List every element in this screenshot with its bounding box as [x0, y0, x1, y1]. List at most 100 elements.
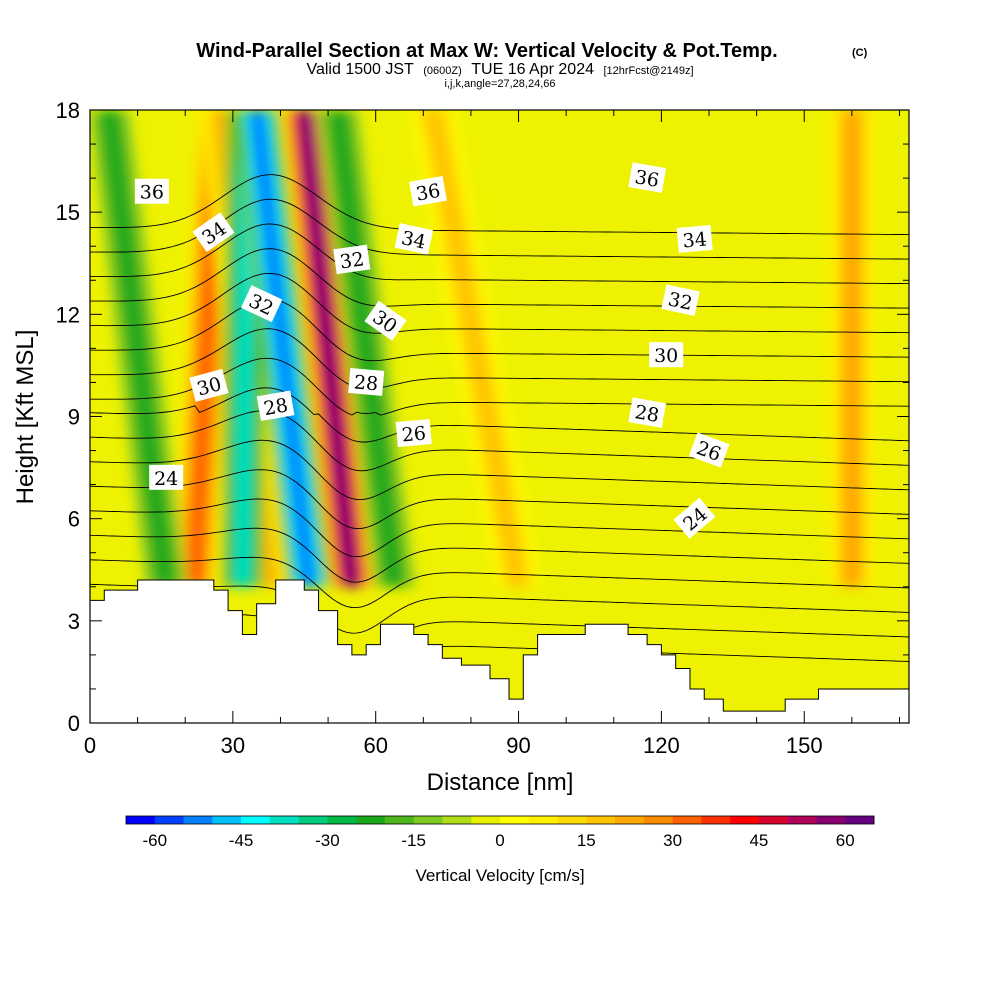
colorbar-tick-label: 0 [495, 831, 504, 850]
colorbar-swatch [298, 816, 328, 824]
contour-label-9: 30 [189, 368, 229, 402]
contour-label-box [189, 368, 229, 402]
updraft-band-4-level-3 [843, 110, 861, 587]
subtitle-forecast: [12hrFcst@2149z] [603, 65, 693, 77]
contour-label-0: 36 [134, 178, 169, 204]
contour-label-11: 30 [649, 342, 684, 368]
colorbar-label: Vertical Velocity [cm/s] [415, 866, 584, 885]
contour-label-box [661, 284, 700, 316]
contour-label-17: 24 [149, 464, 184, 490]
contour-label-2: 36 [628, 162, 667, 193]
colorbar-swatch [701, 816, 731, 824]
y-tick-label: 6 [68, 507, 80, 532]
contour-label-box [256, 390, 295, 422]
y-tick-label: 15 [56, 200, 80, 225]
contour-label-box [395, 419, 432, 447]
colorbar-swatch [615, 816, 645, 824]
contour-label-box [673, 497, 716, 539]
contour-label-text: 24 [154, 468, 178, 490]
colorbar-swatch [787, 816, 817, 824]
updraft-band-3-level-3 [424, 110, 528, 587]
contour-label-box [394, 223, 434, 255]
contour-label-4: 34 [394, 223, 434, 255]
contour-label-text: 36 [633, 166, 661, 192]
contour-label-box [688, 432, 730, 468]
y-tick-label: 9 [68, 405, 80, 430]
contour-label-text: 36 [414, 180, 442, 206]
contour-label-box [676, 224, 713, 253]
colorbar-swatch [413, 816, 443, 824]
chart-subtitle: Valid 1500 JST (0600Z) TUE 16 Apr 2024 [… [306, 61, 693, 78]
x-axis-label: Distance [nm] [427, 769, 574, 796]
colorbar-tick-label: -60 [142, 831, 167, 850]
x-tick-label: 150 [786, 733, 823, 758]
contour-label-8: 32 [661, 284, 700, 316]
colorbar-swatch [816, 816, 846, 824]
contour-label-12: 28 [256, 390, 295, 422]
colorbar-swatch [672, 816, 702, 824]
contour-label-text: 26 [401, 423, 427, 447]
contour-label-text: 28 [262, 394, 290, 420]
colorbar-swatch [241, 816, 271, 824]
contour-label-box [628, 162, 667, 193]
subtitle-utc: (0600Z) [423, 65, 462, 77]
colorbar-swatch [643, 816, 674, 824]
contour-label-box [364, 300, 407, 341]
contour-label-box [149, 464, 184, 490]
subtitle-valid: Valid 1500 JST [306, 61, 414, 78]
x-tick-label: 60 [363, 733, 387, 758]
x-tick-label: 0 [84, 733, 96, 758]
x-tick-label: 120 [643, 733, 680, 758]
colorbar-swatch [384, 816, 415, 824]
contour-label-box [409, 175, 447, 207]
contour-label-text: 34 [399, 227, 427, 254]
contour-label-1: 36 [409, 175, 447, 207]
contour-label-5: 34 [676, 224, 713, 253]
x-tick-label: 30 [221, 733, 245, 758]
colorbar-swatch [154, 816, 184, 824]
colorbar-swatch [126, 816, 156, 824]
colorbar-swatch [356, 816, 386, 824]
colorbar-swatch [471, 816, 501, 824]
x-tick-label: 90 [506, 733, 530, 758]
colorbar-frame [125, 815, 875, 825]
chart-subtitle-indices: i,j,k,angle=27,28,24,66 [444, 78, 555, 90]
colorbar-tick-label: 60 [836, 831, 855, 850]
isentrope-35 [90, 272, 909, 334]
colorbar-swatch [500, 816, 530, 824]
colorbar-swatch [528, 816, 558, 824]
y-tick-label: 0 [68, 711, 80, 736]
colorbar-swatch [327, 816, 357, 824]
contour-label-box [192, 212, 235, 253]
contour-label-text: 30 [654, 345, 678, 367]
contour-label-text: 36 [140, 182, 164, 204]
colorbar-swatch [730, 816, 760, 824]
colorbar-tick-label: -15 [401, 831, 426, 850]
colorbar-swatch [586, 816, 616, 824]
colorbar-swatch [845, 816, 875, 824]
isentrope-32 [90, 357, 909, 416]
colorbar-swatch [442, 816, 472, 824]
downdraft-band-1-level-3 [248, 110, 318, 587]
isentrope-36 [90, 248, 909, 309]
y-axis-label: Height [Kft MSL] [12, 330, 39, 505]
contour-label-13: 28 [348, 368, 385, 396]
title-copyright-mark: (C) [852, 47, 868, 59]
isentrope-34 [90, 298, 909, 362]
colorbar-swatch [269, 816, 300, 824]
contour-label-text: 28 [353, 371, 379, 395]
isentrope-28 [90, 469, 909, 530]
colorbar-swatch [212, 816, 242, 824]
contour-label-text: 32 [666, 288, 694, 315]
contour-label-text: 34 [682, 228, 708, 252]
y-tick-label: 18 [56, 98, 80, 123]
potential-temperature-contours [90, 174, 909, 685]
colorbar-tick-label: -45 [229, 831, 254, 850]
colorbar-tick-label: 30 [663, 831, 682, 850]
chart-title: Wind-Parallel Section at Max W: Vertical… [196, 40, 777, 62]
contour-label-box [333, 244, 371, 275]
